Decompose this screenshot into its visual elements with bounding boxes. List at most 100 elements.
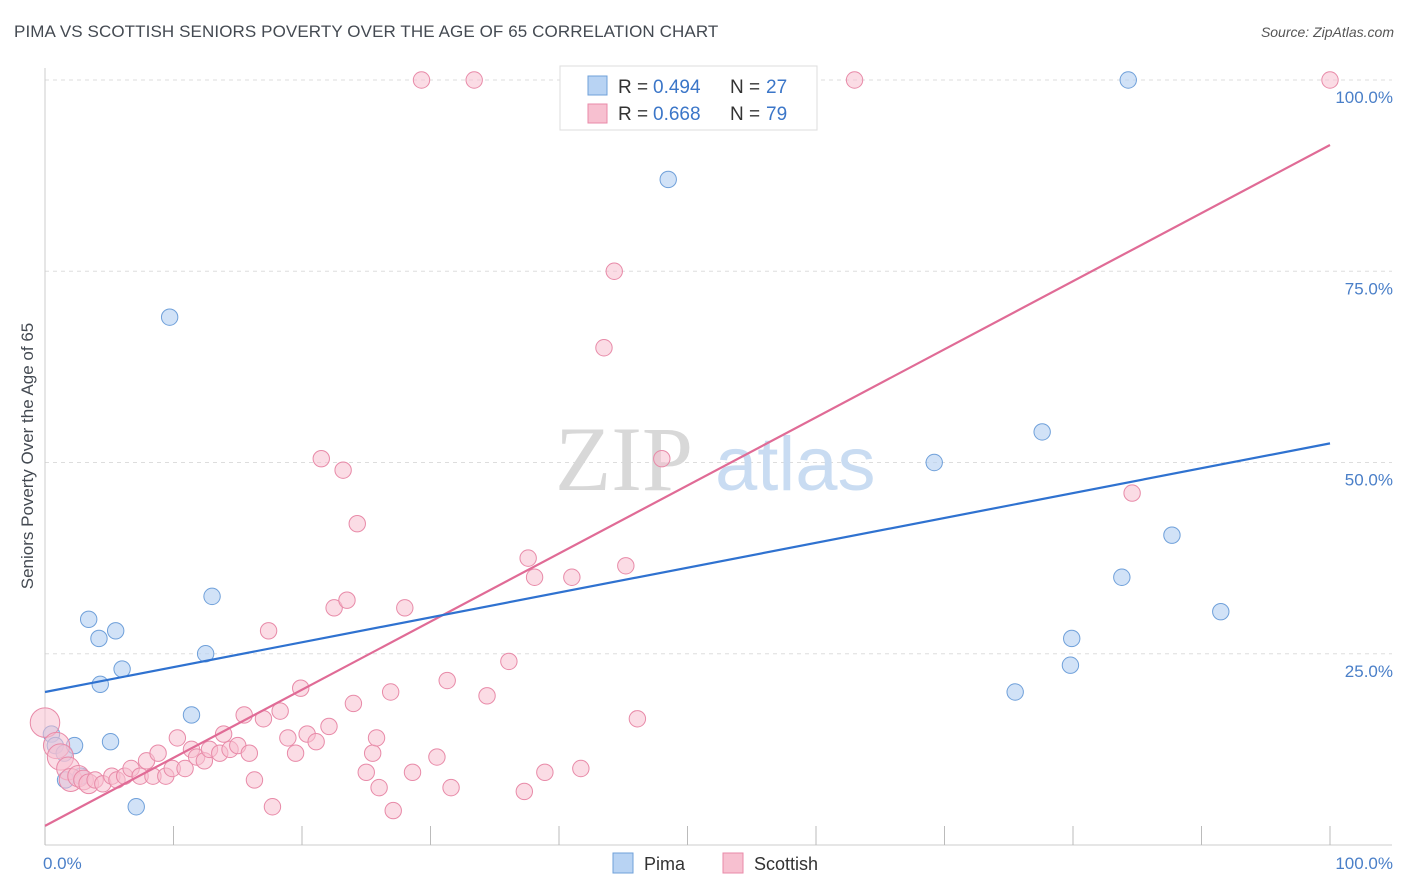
scottish-trend-line: [44, 144, 1331, 827]
pima-point-25: [1212, 602, 1230, 621]
legend-scottish-r-value: 0.668: [653, 104, 701, 125]
legend-pima-n-value: 27: [766, 77, 787, 98]
scottish-point-35: [263, 798, 282, 816]
scottish-point-73: [628, 710, 647, 728]
pima-trend-line: [44, 442, 1331, 694]
pima-point-16: [659, 170, 677, 189]
scottish-point-0: [29, 707, 61, 738]
pima-point-9: [106, 622, 125, 640]
legend-scottish-swatch: [587, 103, 608, 124]
scottish-point-49: [357, 763, 375, 782]
pima-point-17: [925, 453, 943, 472]
scottish-point-57: [428, 748, 446, 766]
scottish-point-60: [412, 71, 431, 89]
pima-point-24: [1163, 526, 1181, 544]
scottish-point-48: [348, 515, 366, 533]
scottish-point-53: [381, 683, 400, 701]
scottish-point-64: [515, 782, 534, 801]
scottish-point-20: [168, 729, 187, 747]
scottish-point-45: [334, 461, 352, 479]
scottish-point-36: [271, 702, 289, 720]
chart-source: Source: ZipAtlas.com: [1260, 24, 1394, 40]
legend-pima-r-value: 0.494: [653, 77, 701, 98]
y-axis-title: Seniors Poverty Over the Age of 65: [18, 323, 37, 589]
pima-point-12: [160, 308, 179, 326]
pima-point-15: [203, 587, 221, 606]
chart-title: PIMA VS SCOTTISH SENIORS POVERTY OVER TH…: [14, 22, 719, 41]
pima-point-11: [127, 798, 145, 816]
scottish-point-41: [307, 733, 325, 751]
scottish-point-31: [240, 744, 259, 762]
scottish-point-17: [149, 744, 167, 762]
y-tick-label-0: 25.0%: [1345, 662, 1393, 681]
scottish-point-62: [478, 687, 496, 705]
scottish-point-47: [344, 694, 363, 713]
scottish-point-58: [438, 671, 456, 690]
pima-point-21: [1063, 629, 1081, 648]
scottish-point-54: [384, 801, 402, 820]
scottish-point-44: [325, 599, 343, 617]
axes: [44, 68, 1392, 846]
bottom-legend-scottish-label: Scottish: [754, 854, 818, 874]
pima-point-19: [1033, 423, 1051, 441]
scottish-point-51: [367, 729, 386, 747]
watermark: ZIP atlas: [555, 408, 876, 510]
pima-point-6: [91, 675, 109, 694]
y-tick-label-2: 75.0%: [1345, 279, 1393, 298]
scottish-point-55: [396, 599, 414, 617]
scottish-point-50: [363, 744, 382, 762]
scottish-point-32: [245, 771, 264, 789]
scottish-point-71: [605, 262, 623, 280]
scottish-point-77: [1123, 484, 1141, 502]
tick-labels: 25.0% 50.0% 75.0% 100.0% 0.0% 100.0%: [43, 88, 1393, 873]
trend-lines: [44, 144, 1331, 827]
y-tick-label-3: 100.0%: [1335, 88, 1393, 107]
scottish-point-42: [312, 449, 330, 468]
scottish-point-68: [563, 568, 581, 586]
legend-pima-swatch: [587, 75, 608, 96]
pima-point-23: [1119, 71, 1137, 89]
legend-pima-n-label: N =: [730, 77, 760, 98]
watermark-atlas: atlas: [715, 422, 876, 507]
scottish-point-65: [519, 549, 537, 567]
bottom-legend-pima-swatch: [612, 852, 634, 874]
pima-point-8: [101, 733, 120, 751]
pima-point-20: [1061, 656, 1080, 674]
series-legend: Pima Scottish: [612, 852, 818, 874]
pima-point-18: [1006, 683, 1024, 701]
pima-point-13: [182, 706, 201, 724]
scottish-point-34: [259, 622, 278, 640]
scottish-point-61: [465, 71, 483, 89]
correlation-legend: R = 0.494 N = 27 R = 0.668 N = 79: [559, 65, 818, 131]
legend-pima-r-label: R =: [618, 77, 648, 98]
x-tick-label-1: 100.0%: [1335, 854, 1393, 873]
pima-point-7: [90, 629, 108, 648]
scottish-point-59: [442, 778, 460, 797]
scottish-point-76: [845, 71, 864, 89]
pima-point-10: [113, 660, 131, 678]
scottish-point-43: [320, 717, 338, 736]
scottish-points: [29, 71, 1339, 820]
scottish-point-21: [176, 759, 194, 778]
scottish-point-37: [279, 729, 297, 747]
scottish-point-70: [595, 339, 613, 357]
scottish-point-78: [1321, 71, 1339, 89]
scottish-point-63: [500, 652, 518, 671]
scottish-point-74: [653, 449, 671, 468]
legend-scottish-n-label: N =: [730, 104, 760, 125]
x-tick-label-0: 0.0%: [43, 854, 82, 873]
scottish-point-72: [617, 557, 635, 575]
pima-point-22: [1113, 568, 1131, 586]
bottom-legend-pima-label: Pima: [644, 854, 686, 874]
legend-scottish-r-label: R =: [618, 104, 648, 125]
scottish-point-69: [572, 759, 590, 778]
legend-scottish-n-value: 79: [766, 104, 787, 125]
pima-point-5: [79, 610, 98, 629]
scottish-point-52: [370, 778, 388, 797]
scottish-point-46: [338, 591, 356, 609]
scottish-point-56: [403, 763, 422, 782]
scottish-point-66: [525, 568, 544, 586]
y-tick-label-1: 50.0%: [1345, 471, 1393, 490]
gridlines: [45, 79, 1392, 655]
